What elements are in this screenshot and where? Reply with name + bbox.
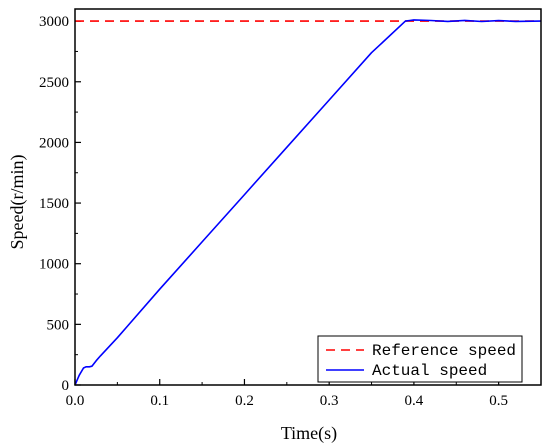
y-tick-label: 2500 (39, 75, 69, 91)
y-axis-ticks: 0 500 1000 1500 2000 2500 3000 (39, 14, 81, 394)
x-tick-label: 0.4 (405, 393, 424, 409)
x-tick-label: 0.0 (66, 393, 85, 409)
y-tick-label: 1500 (39, 196, 69, 212)
actual-speed-line (74, 19, 542, 386)
plot-area-frame (74, 8, 542, 386)
legend-box (317, 335, 523, 383)
x-tick-label: 0.2 (235, 393, 254, 409)
legend-label-reference: Reference speed (372, 342, 516, 360)
x-axis-title: Time(s) (281, 423, 337, 444)
y-tick-label: 3000 (39, 14, 69, 30)
y-tick-label: 0 (62, 378, 70, 394)
y-tick-label: 2000 (39, 135, 69, 151)
legend: Reference speed Actual speed (317, 335, 523, 383)
x-tick-label: 0.5 (489, 393, 508, 409)
series-layer (74, 19, 542, 386)
legend-label-actual: Actual speed (372, 362, 487, 380)
x-tick-label: 0.3 (320, 393, 339, 409)
x-axis-ticks: 0.0 0.1 0.2 0.3 0.4 0.5 (66, 379, 508, 409)
x-tick-label: 0.1 (150, 393, 169, 409)
y-tick-label: 500 (47, 317, 70, 333)
y-axis-title: Speed(r/min) (7, 155, 28, 250)
y-tick-label: 1000 (39, 257, 69, 273)
